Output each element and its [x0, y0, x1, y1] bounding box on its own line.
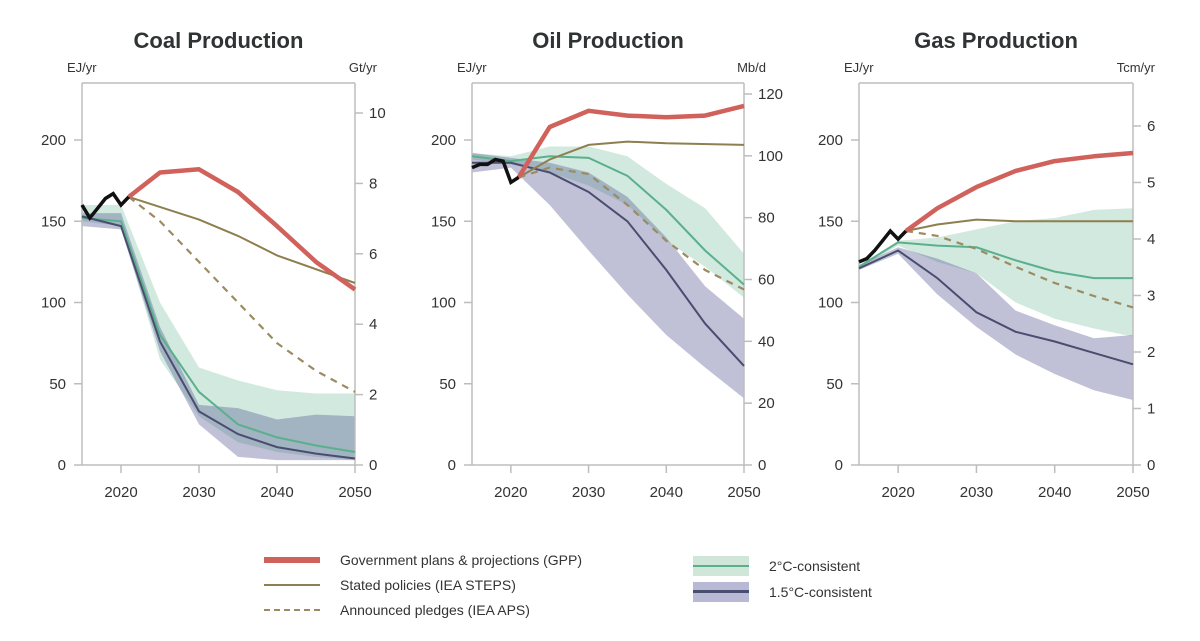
band-1-5c: [472, 153, 744, 399]
right-tick-label: 6: [1147, 118, 1155, 135]
right-tick-label: 0: [369, 457, 377, 474]
chart-title: Coal Production: [134, 28, 304, 53]
line-1-5c-median: [81, 215, 356, 460]
right-tick-label: 10: [369, 105, 386, 122]
x-tick-label: 2040: [650, 484, 683, 501]
line-2c-median: [81, 217, 356, 453]
line-historical: [80, 191, 131, 222]
left-tick-label: 200: [41, 132, 66, 149]
x-tick-label: 2030: [960, 484, 993, 501]
right-tick-label: 6: [369, 246, 377, 263]
left-tick-label: 100: [818, 295, 843, 312]
right-tick-label: 60: [758, 272, 775, 289]
line-steps: [905, 218, 1133, 232]
line-1-5c-median: [858, 249, 1134, 366]
right-tick-label: 80: [758, 210, 775, 227]
band-2c: [82, 205, 355, 461]
x-tick-label: 2050: [1116, 484, 1149, 501]
left-tick-label: 0: [448, 457, 456, 474]
left-tick-label: 0: [835, 457, 843, 474]
x-tick-label: 2030: [572, 484, 605, 501]
right-tick-label: 2: [369, 387, 377, 404]
x-tick-label: 2050: [338, 484, 371, 501]
left-tick-label: 50: [826, 376, 843, 393]
band-2c: [859, 208, 1133, 337]
left-tick-label: 50: [439, 376, 456, 393]
right-tick-label: 120: [758, 86, 783, 103]
line-2c-median: [471, 155, 745, 286]
x-tick-label: 2020: [494, 484, 527, 501]
line-aps: [905, 229, 1134, 309]
panel-coal-production: Coal Production EJ/yr Gt/yr 0 50 100 150 200 0 2 4…: [41, 28, 386, 501]
right-axis-unit: Tcm/yr: [1117, 60, 1156, 75]
left-axis-unit: EJ/yr: [457, 60, 487, 75]
x-tick-label: 2050: [727, 484, 760, 501]
left-tick-label: 200: [818, 132, 843, 149]
left-axis-unit: EJ/yr: [844, 60, 874, 75]
band-1-5c: [82, 213, 355, 461]
right-tick-label: 4: [1147, 231, 1155, 248]
right-tick-label: 5: [1147, 174, 1155, 191]
line-aps: [518, 166, 745, 291]
line-2c-median: [858, 241, 1133, 280]
right-tick-label: 100: [758, 148, 783, 165]
right-tick-label: 1: [1147, 400, 1155, 417]
line-1-5c-median: [472, 161, 745, 367]
left-tick-label: 200: [431, 132, 456, 149]
line-steps: [128, 195, 356, 284]
line-steps: [518, 140, 745, 179]
right-tick-label: 2: [1147, 344, 1155, 361]
chart-title: Oil Production: [532, 28, 684, 53]
left-tick-label: 100: [431, 295, 456, 312]
right-tick-label: 0: [758, 457, 766, 474]
chart-title: Gas Production: [914, 28, 1078, 53]
right-tick-label: 3: [1147, 287, 1155, 304]
right-tick-label: 0: [1147, 457, 1155, 474]
left-tick-label: 50: [49, 376, 66, 393]
line-historical: [471, 157, 520, 185]
line-gpp: [516, 103, 745, 179]
left-tick-label: 150: [431, 213, 456, 230]
line-historical: [858, 228, 908, 264]
x-tick-label: 2020: [104, 484, 137, 501]
line-aps: [128, 196, 356, 393]
right-axis-unit: Gt/yr: [349, 60, 378, 75]
right-tick-label: 40: [758, 333, 775, 350]
x-tick-label: 2020: [881, 484, 914, 501]
left-axis-unit: EJ/yr: [67, 60, 97, 75]
x-tick-label: 2040: [260, 484, 293, 501]
right-tick-label: 4: [369, 316, 377, 333]
band-1-5c: [859, 247, 1133, 400]
right-tick-label: 8: [369, 175, 377, 192]
right-tick-label: 20: [758, 395, 775, 412]
left-tick-label: 0: [58, 457, 66, 474]
x-tick-label: 2040: [1038, 484, 1071, 501]
left-tick-label: 150: [41, 213, 66, 230]
left-tick-label: 100: [41, 295, 66, 312]
right-axis-unit: Mb/d: [737, 60, 766, 75]
left-tick-label: 150: [818, 213, 843, 230]
line-gpp: [127, 167, 357, 292]
panel-gas-production: Gas Production EJ/yr Tcm/yr 0 50 100 150 200 0 1 2…: [818, 28, 1156, 501]
line-gpp: [904, 150, 1134, 233]
x-tick-label: 2030: [182, 484, 215, 501]
